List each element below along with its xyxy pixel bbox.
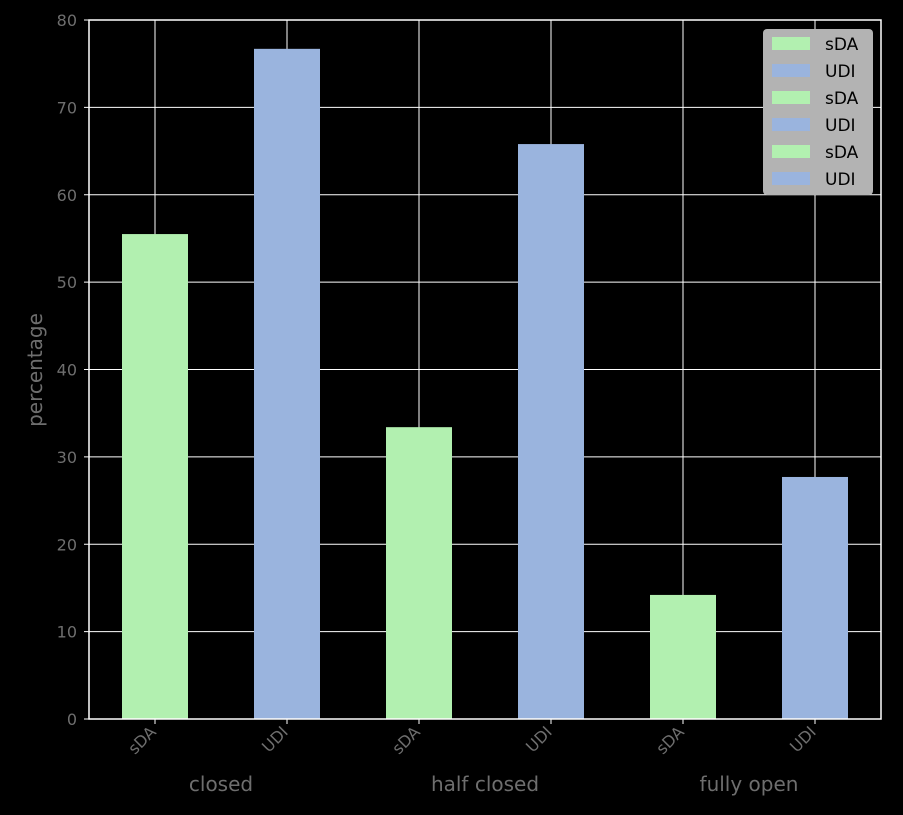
group-label: half closed: [431, 772, 539, 796]
bar-udi: [518, 144, 584, 719]
y-tick-label: 60: [57, 186, 77, 205]
bar-sda: [386, 427, 452, 719]
legend-label: UDI: [825, 170, 856, 190]
group-labels: closed half closed fully open: [189, 772, 799, 796]
legend-label: sDA: [825, 89, 859, 109]
bar-sda: [122, 234, 188, 719]
legend-label: UDI: [825, 62, 856, 82]
bars-layer: [122, 48, 848, 720]
legend-swatch: [772, 118, 810, 131]
y-axis-label: percentage: [23, 313, 47, 427]
y-tick-label: 30: [57, 448, 77, 467]
bar-sda: [650, 594, 716, 719]
legend-swatch: [772, 145, 810, 158]
y-tick-label: 0: [67, 710, 77, 729]
legend-swatch: [772, 37, 810, 50]
y-tick-label: 20: [57, 535, 77, 554]
y-axis-ticks: 0 10 20 30 40 50 60 70 80: [57, 11, 89, 729]
legend-label: sDA: [825, 143, 859, 163]
y-tick-label: 70: [57, 98, 77, 117]
legend-swatch: [772, 172, 810, 185]
bar-udi: [254, 48, 320, 720]
group-label: closed: [189, 772, 253, 796]
legend-swatch: [772, 91, 810, 104]
y-tick-label: 80: [57, 11, 77, 30]
y-tick-label: 50: [57, 273, 77, 292]
legend-swatch: [772, 64, 810, 77]
bar-udi: [782, 476, 848, 719]
y-tick-label: 40: [57, 361, 77, 380]
legend: sDA UDI sDA UDI sDA UDI: [763, 29, 873, 195]
legend-label: sDA: [825, 35, 859, 55]
legend-label: UDI: [825, 116, 856, 136]
group-label: fully open: [700, 772, 799, 796]
y-tick-label: 10: [57, 623, 77, 642]
